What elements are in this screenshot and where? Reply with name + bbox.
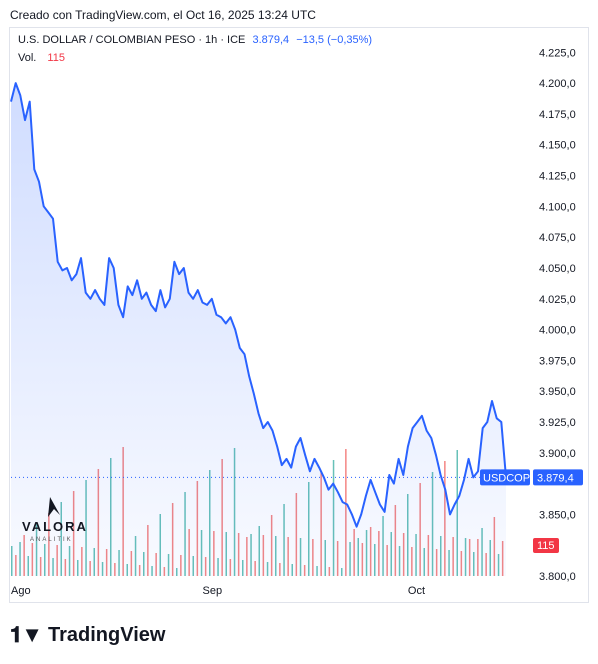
tradingview-logo-icon: 𝟏▼ [10, 622, 43, 647]
y-tick-label: 3.925,0 [539, 417, 576, 429]
y-tick-label: 3.975,0 [539, 355, 576, 367]
price-line [10, 82, 507, 528]
y-tick-label: 4.050,0 [539, 263, 576, 275]
price-area [11, 83, 506, 576]
y-tick-label: 3.850,0 [539, 509, 576, 521]
y-tick-label: 4.225,0 [539, 47, 576, 59]
price-change: −13,5 (−0,35%) [296, 34, 373, 46]
last-price-badge [533, 469, 583, 486]
y-tick-label: 4.150,0 [539, 140, 576, 152]
volume-legend: Vol. 115 [18, 52, 65, 64]
last-price-badge-text: 3.879,4 [537, 472, 574, 484]
symbol-label: U.S. DOLLAR / COLOMBIAN PESO · 1h · ICE [18, 34, 246, 46]
x-tick-label: Sep [203, 585, 223, 597]
tradingview-brand[interactable]: 𝟏▼ TradingView [10, 622, 165, 648]
volume-badge [533, 538, 559, 553]
last-price: 3.879,4 [252, 34, 290, 46]
symbol-badge-text: USDCOP [483, 472, 530, 484]
y-tick-label: 3.950,0 [539, 386, 576, 398]
x-tick-label: Ago [11, 585, 31, 597]
y-tick-label: 3.900,0 [539, 448, 576, 460]
valora-watermark: VALORA ANALITIK [22, 495, 102, 550]
volume-label: Vol. [18, 52, 37, 64]
y-tick-label: 4.175,0 [539, 109, 576, 121]
y-tick-label: 3.800,0 [539, 571, 576, 583]
volume-badge-text: 115 [537, 540, 555, 552]
valora-logo-icon: VALORA ANALITIK [22, 497, 88, 543]
y-tick-label: 4.200,0 [539, 78, 576, 90]
chart-legend: U.S. DOLLAR / COLOMBIAN PESO · 1h · ICE … [18, 34, 372, 46]
y-tick-label: 4.000,0 [539, 325, 576, 337]
volume-value: 115 [47, 52, 65, 64]
watermark-name: VALORA [22, 519, 88, 534]
y-tick-label: 4.025,0 [539, 294, 576, 306]
x-tick-label: Oct [408, 585, 425, 597]
watermark-sub: ANALITIK [30, 537, 73, 543]
y-tick-label: 4.075,0 [539, 232, 576, 244]
brand-name: TradingView [48, 623, 166, 646]
y-tick-label: 4.125,0 [539, 171, 576, 183]
y-tick-label: 4.100,0 [539, 201, 576, 213]
chart-frame [9, 27, 589, 603]
created-caption: Creado con TradingView.com, el Oct 16, 2… [10, 8, 316, 22]
symbol-badge [480, 469, 530, 486]
